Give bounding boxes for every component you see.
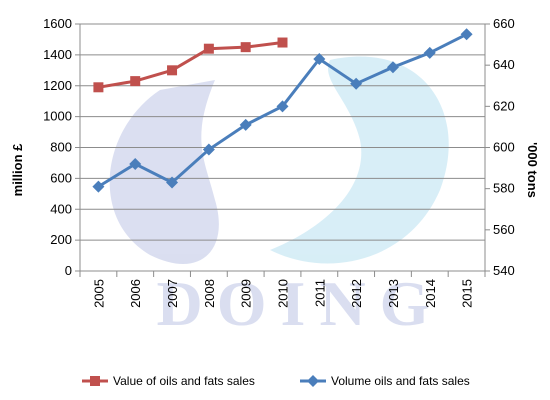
data-point-1-2007 <box>166 176 179 189</box>
data-point-0-2005 <box>93 82 104 93</box>
y-left-tick-label-0: 0 <box>65 263 72 278</box>
x-tick-label-2008: 2008 <box>202 279 217 308</box>
y-right-tick-label-580: 580 <box>493 181 515 196</box>
watermark-leaf-left <box>109 80 219 264</box>
x-tick-label-2012: 2012 <box>349 279 364 308</box>
data-point-1-2011 <box>313 52 326 65</box>
y-left-tick-label-1600: 1600 <box>43 16 72 31</box>
y-right-tick-label-640: 640 <box>493 57 515 72</box>
x-tick-label-2006: 2006 <box>128 279 143 308</box>
y-left-tick-label-600: 600 <box>50 170 72 185</box>
x-tick-label-2013: 2013 <box>386 279 401 308</box>
data-point-1-2010 <box>276 100 289 113</box>
x-tick-label-2015: 2015 <box>460 279 475 308</box>
y-right-tick-label-540: 540 <box>493 263 515 278</box>
y-left-tick-label-800: 800 <box>50 140 72 155</box>
legend-item-value: Value of oils and fats sales <box>82 374 255 388</box>
watermark-logo: DOING <box>109 56 449 339</box>
x-tick-label-2014: 2014 <box>423 279 438 308</box>
watermark-leaf-right <box>270 56 449 264</box>
y-left-tick-label-1200: 1200 <box>43 78 72 93</box>
data-point-1-2015 <box>460 28 473 41</box>
y-left-tick-label-1000: 1000 <box>43 109 72 124</box>
y-left-tick-label-400: 400 <box>50 201 72 216</box>
y-left-tick-label-200: 200 <box>50 232 72 247</box>
x-tick-label-2007: 2007 <box>165 279 180 308</box>
data-point-0-2010 <box>277 37 288 48</box>
data-point-0-2008 <box>203 43 214 54</box>
x-tick-label-2009: 2009 <box>239 279 254 308</box>
data-point-0-2009 <box>240 42 251 53</box>
legend-item-volume: Volume oils and fats sales <box>300 374 470 388</box>
data-point-1-2009 <box>239 118 252 131</box>
data-point-1-2012 <box>350 77 363 90</box>
y-right-tick-label-560: 560 <box>493 222 515 237</box>
data-point-1-2008 <box>202 143 215 156</box>
series-1 <box>92 28 473 193</box>
data-point-0-2006 <box>130 76 141 87</box>
legend: Value of oils and fats sales Volume oils… <box>82 374 470 388</box>
y-right-tick-label-600: 600 <box>493 140 515 155</box>
x-tick-label-2010: 2010 <box>276 279 291 308</box>
y-left-tick-label-1400: 1400 <box>43 47 72 62</box>
series-0 <box>93 37 288 93</box>
data-point-1-2006 <box>129 157 142 170</box>
x-tick-label-2005: 2005 <box>91 279 106 308</box>
legend-marker-volume <box>307 375 319 387</box>
y-left-axis-title: million £ <box>10 143 25 197</box>
y-right-axis-title: '000 tons <box>525 142 540 198</box>
series-line-0 <box>98 41 283 89</box>
data-point-1-2014 <box>423 46 436 59</box>
series-layer <box>92 28 473 193</box>
legend-label-value: Value of oils and fats sales <box>113 374 255 388</box>
data-point-1-2013 <box>386 61 399 74</box>
watermark-text: DOING <box>157 268 444 339</box>
legend-label-volume: Volume oils and fats sales <box>331 374 470 388</box>
y-right-tick-label-660: 660 <box>493 16 515 31</box>
y-right-tick-label-620: 620 <box>493 98 515 113</box>
legend-marker-value <box>90 376 100 386</box>
x-tick-label-2011: 2011 <box>312 279 327 307</box>
axes: 0 200 400 600 800 1000 1200 1400 1600 540 560 580 60… <box>43 16 515 308</box>
data-point-1-2005 <box>92 180 105 193</box>
data-point-0-2007 <box>167 65 178 76</box>
